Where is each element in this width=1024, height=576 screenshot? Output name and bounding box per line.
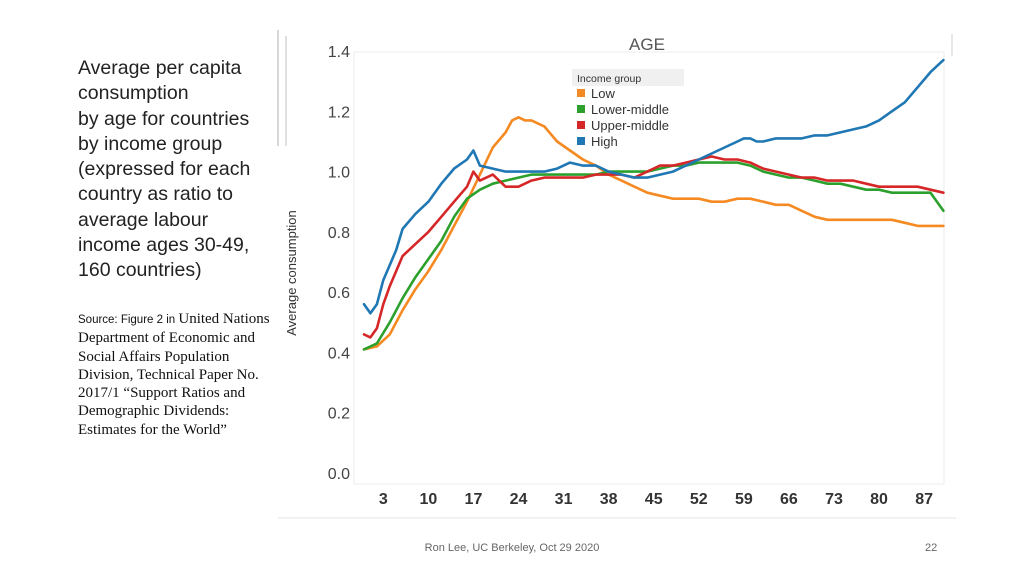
legend-label[interactable]: Low [591, 86, 615, 101]
legend-title-bg [572, 69, 684, 86]
slide-footer: Ron Lee, UC Berkeley, Oct 29 2020 [424, 542, 600, 554]
legend-title: Income group [577, 73, 641, 85]
x-tick-label: 73 [825, 491, 843, 508]
y-tick-label: 0.4 [328, 345, 350, 362]
series-line-high [362, 58, 945, 315]
legend-label[interactable]: Upper-middle [591, 118, 669, 133]
x-tick-label: 45 [645, 491, 663, 508]
y-tick-label: 0.8 [328, 225, 350, 242]
x-tick-label: 17 [465, 491, 483, 508]
legend-swatch [577, 105, 585, 113]
y-tick-label: 1.0 [328, 165, 350, 182]
source-lead: Source: Figure 2 in [78, 314, 179, 326]
chart-title: AGE [629, 35, 665, 54]
x-tick-label: 31 [555, 491, 573, 508]
x-tick-label: 3 [379, 491, 388, 508]
x-tick-label: 66 [780, 491, 798, 508]
legend-swatch [577, 121, 585, 129]
x-tick-label: 24 [510, 491, 528, 508]
y-tick-label: 0.0 [328, 466, 350, 483]
page-number: 22 [925, 542, 938, 554]
y-tick-label: 1.4 [328, 44, 350, 61]
plot-area [353, 51, 945, 485]
x-axis-ticks: 3 10 17 24 31 38 45 52 59 66 73 80 87 [379, 491, 933, 508]
x-tick-label: 87 [915, 491, 933, 508]
x-tick-label: 52 [690, 491, 708, 508]
y-axis-label: Average consumption [284, 210, 299, 336]
series-line-lower-middle [362, 161, 945, 351]
x-tick-label: 38 [600, 491, 618, 508]
legend-label[interactable]: Lower-middle [591, 102, 669, 117]
x-tick-label: 80 [870, 491, 888, 508]
x-tick-label: 59 [735, 491, 753, 508]
y-tick-label: 0.6 [328, 285, 350, 302]
y-tick-label: 0.2 [328, 406, 350, 423]
series-line-low [362, 116, 945, 351]
series-lines [362, 58, 945, 351]
y-tick-label: 1.2 [328, 104, 350, 121]
legend[interactable]: Income group LowLower-middleUpper-middle… [572, 69, 684, 149]
y-axis-ticks: 0.0 0.2 0.4 0.6 0.8 1.0 1.2 1.4 [328, 44, 350, 483]
slide-caption: Average per capita consumption by age fo… [78, 57, 251, 282]
legend-swatch [577, 137, 585, 145]
legend-swatch [577, 89, 585, 97]
source-citation: Source: Figure 2 in United Nations Depar… [78, 310, 278, 439]
legend-label[interactable]: High [591, 134, 618, 149]
source-reference: United Nations Department of Economic an… [78, 311, 270, 438]
x-tick-label: 10 [419, 491, 437, 508]
